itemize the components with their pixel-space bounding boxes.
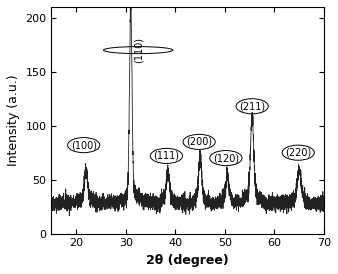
Text: (120): (120) [213, 153, 239, 163]
Text: (200): (200) [186, 137, 212, 147]
X-axis label: 2θ (degree): 2θ (degree) [146, 254, 229, 267]
Text: (111): (111) [153, 151, 179, 161]
Text: (110): (110) [133, 37, 143, 63]
Text: (211): (211) [239, 101, 265, 111]
Text: (220): (220) [285, 148, 311, 158]
Text: (100): (100) [71, 140, 97, 150]
Y-axis label: Intensity (a.u.): Intensity (a.u.) [7, 75, 20, 166]
